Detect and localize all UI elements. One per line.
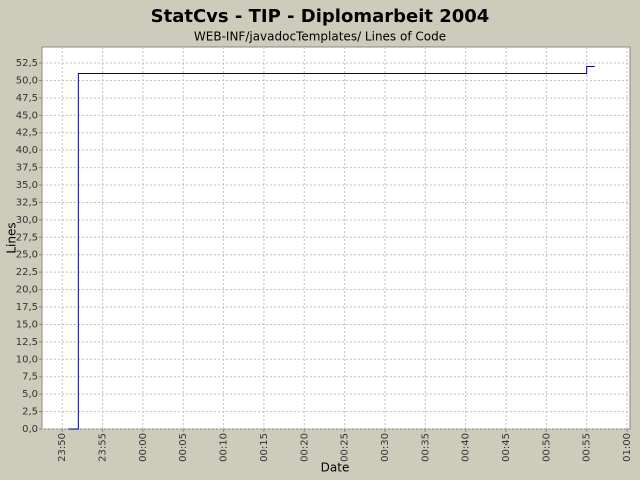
y-tick-label: 50,0 [16, 75, 38, 86]
y-axis-label: Lines [5, 222, 19, 253]
x-tick-label: 00:45 [501, 433, 512, 462]
x-tick-label: 23:55 [98, 433, 109, 462]
x-tick-label: 00:50 [541, 433, 552, 462]
x-tick-label: 00:35 [420, 433, 431, 462]
y-tick-label: 45,0 [16, 110, 38, 121]
y-tick-label: 17,5 [16, 302, 38, 313]
chart-title: StatCvs - TIP - Diplomarbeit 2004 [151, 6, 490, 27]
y-tick-label: 40,0 [16, 145, 38, 156]
y-tick-label: 27,5 [16, 232, 38, 243]
y-tick-label: 25,0 [16, 250, 38, 261]
y-tick-label: 37,5 [16, 163, 38, 174]
chart-subtitle: WEB-INF/javadocTemplates/ Lines of Code [194, 30, 446, 44]
y-tick-label: 0,0 [22, 424, 38, 435]
y-tick-label: 30,0 [16, 215, 38, 226]
y-tick-label: 5,0 [22, 389, 38, 400]
y-tick-label: 2,5 [22, 407, 38, 418]
y-tick-label: 35,0 [16, 180, 38, 191]
y-tick-label: 12,5 [16, 337, 38, 348]
x-tick-label: 00:15 [259, 433, 270, 462]
y-tick-label: 10,0 [16, 354, 38, 365]
y-tick-label: 32,5 [16, 197, 38, 208]
x-tick-label: 00:00 [138, 433, 149, 462]
x-tick-label: 00:10 [219, 433, 230, 462]
y-tick-label: 22,5 [16, 267, 38, 278]
y-tick-label: 7,5 [22, 372, 38, 383]
y-tick-label: 52,5 [16, 58, 38, 69]
x-axis-label: Date [321, 461, 350, 475]
y-tick-label: 47,5 [16, 93, 38, 104]
x-tick-label: 00:20 [299, 433, 310, 462]
y-tick-label: 42,5 [16, 128, 38, 139]
y-tick-label: 15,0 [16, 319, 38, 330]
x-tick-label: 00:25 [340, 433, 351, 462]
y-tick-label: 20,0 [16, 285, 38, 296]
x-tick-label: 00:40 [461, 433, 472, 462]
x-tick-label: 00:55 [582, 433, 593, 462]
data-line [68, 66, 595, 430]
plot-area [41, 46, 631, 430]
x-tick-label: 23:50 [57, 433, 68, 462]
x-tick-label: 01:00 [622, 433, 633, 462]
x-tick-label: 00:05 [178, 433, 189, 462]
x-tick-label: 00:30 [380, 433, 391, 462]
